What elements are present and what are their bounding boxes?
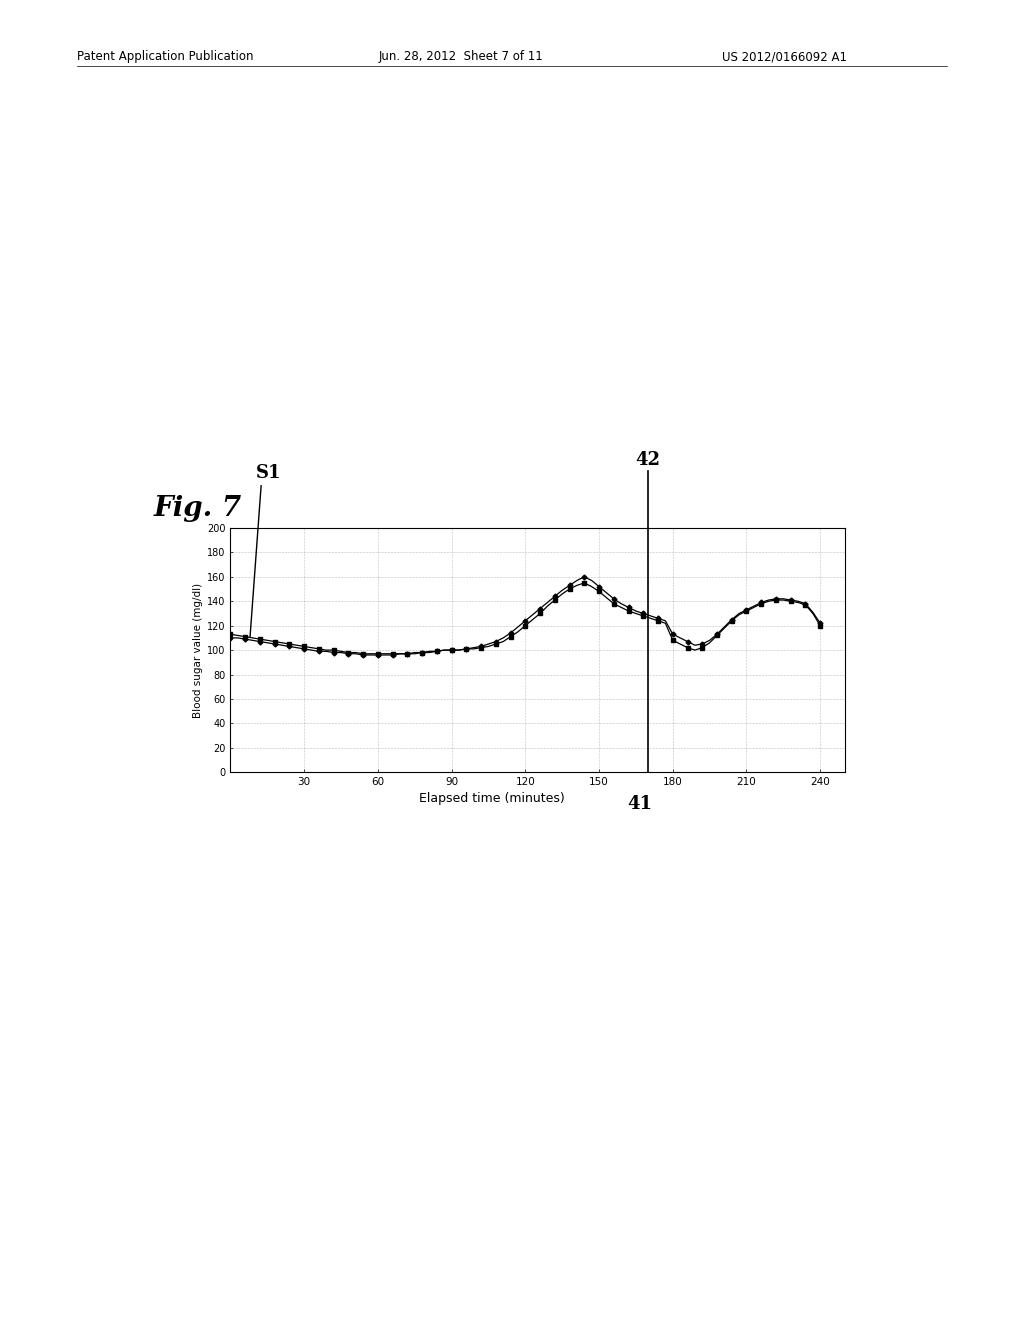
Text: S1: S1 bbox=[256, 463, 282, 482]
Text: US 2012/0166092 A1: US 2012/0166092 A1 bbox=[722, 50, 847, 63]
Text: Jun. 28, 2012  Sheet 7 of 11: Jun. 28, 2012 Sheet 7 of 11 bbox=[379, 50, 544, 63]
Text: Patent Application Publication: Patent Application Publication bbox=[77, 50, 253, 63]
Text: 42: 42 bbox=[636, 450, 660, 469]
Text: Elapsed time (minutes): Elapsed time (minutes) bbox=[419, 792, 564, 805]
Text: Fig. 7: Fig. 7 bbox=[154, 495, 242, 521]
Y-axis label: Blood sugar value (mg/dl): Blood sugar value (mg/dl) bbox=[193, 582, 203, 718]
Text: 41: 41 bbox=[628, 795, 652, 813]
